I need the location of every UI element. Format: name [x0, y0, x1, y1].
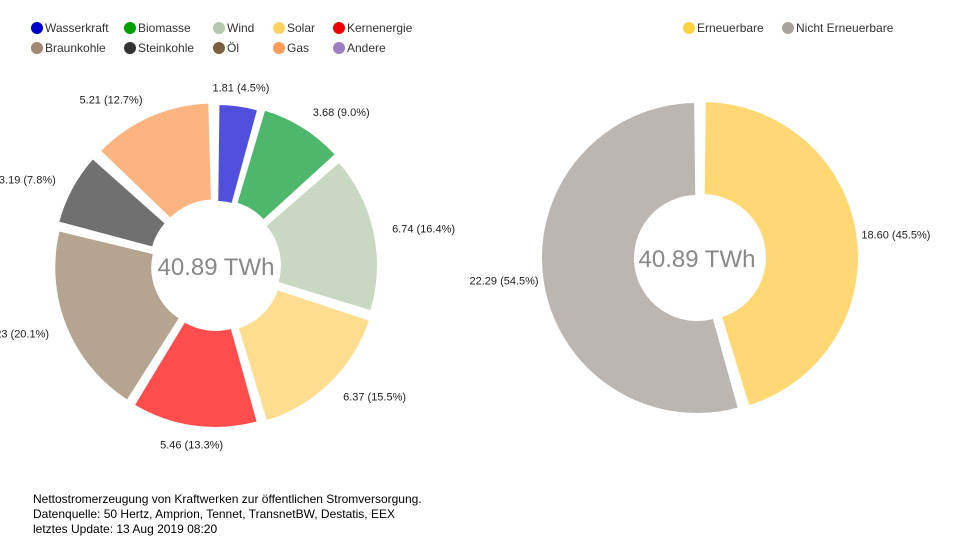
footer-source-note: Nettostromerzeugung von Kraftwerken zur …	[33, 492, 422, 537]
legend-label: Wind	[227, 21, 255, 35]
slice-solar[interactable]	[236, 287, 372, 423]
legend-item-biomasse[interactable]: Biomasse	[124, 18, 191, 38]
slice-wasserkraft[interactable]	[216, 103, 260, 206]
slice-erneuerbare[interactable]	[702, 100, 860, 408]
legend-item-andere[interactable]: Andere	[333, 38, 386, 58]
legend-swatch	[213, 22, 225, 34]
legend-label: Nicht Erneuerbare	[796, 21, 894, 35]
legend-item-oel[interactable]: Öl	[213, 38, 239, 58]
legend-swatch	[124, 42, 136, 54]
legend-energy-sources: Wasserkraft Biomasse Wind Solar Kernener…	[0, 0, 977, 60]
legend-item-gas[interactable]: Gas	[273, 38, 309, 58]
legend-swatch	[124, 22, 136, 34]
slice-nicht-erneuerbare[interactable]	[540, 100, 741, 415]
legend-item-erneuerbare[interactable]: Erneuerbare	[683, 18, 764, 38]
legend-label: Kernenergie	[347, 21, 413, 35]
legend-item-solar[interactable]: Solar	[273, 18, 315, 38]
legend-swatch	[782, 22, 794, 34]
legend-label: Biomasse	[138, 21, 191, 35]
data-label-kernenergie: 5.46 (13.3%)	[160, 439, 223, 451]
data-label-erneuerbare: 18.60 (45.5%)	[861, 230, 930, 242]
footer-description: Nettostromerzeugung von Kraftwerken zur …	[33, 492, 422, 506]
legend-swatch	[273, 22, 285, 34]
legend-item-kernenergie[interactable]: Kernenergie	[333, 18, 412, 38]
data-label-wasserkraft: 1.81 (4.5%)	[213, 83, 270, 95]
legend-swatch	[213, 42, 225, 54]
data-label-steinkohle: 3.19 (7.8%)	[0, 175, 56, 187]
legend-swatch	[333, 22, 345, 34]
slice-steinkohle[interactable]	[56, 156, 168, 249]
slice-oel[interactable]	[98, 156, 174, 227]
data-label-nicht-erneuerbare: 22.29 (54.5%)	[469, 276, 538, 288]
slice-biomasse[interactable]	[235, 108, 338, 222]
footer-last-update: letztes Update: 13 Aug 2019 08:20	[33, 522, 218, 536]
legend-label: Öl	[227, 41, 239, 55]
legend-label: Gas	[287, 41, 310, 55]
legend-swatch	[333, 42, 345, 54]
legend-item-steinkohle[interactable]: Steinkohle	[124, 38, 194, 58]
legend-swatch	[273, 42, 285, 54]
data-label-gas: 5.21 (12.7%)	[80, 94, 143, 106]
legend-renewables: Erneuerbare Nicht Erneuerbare	[0, 0, 977, 40]
legend-label: Braunkohle	[45, 41, 106, 55]
legend-swatch	[31, 42, 43, 54]
legend-swatch	[683, 22, 695, 34]
footer-data-source: Datenquelle: 50 Hertz, Amprion, Tennet, …	[33, 507, 395, 521]
data-label-braunkohle: 8.23 (20.1%)	[0, 328, 49, 340]
slice-gas[interactable]	[98, 101, 213, 221]
center-total-label: 40.89 TWh	[158, 254, 275, 281]
legend-item-braunkohle[interactable]: Braunkohle	[31, 38, 106, 58]
data-label-wind: 6.74 (16.4%)	[392, 224, 455, 236]
legend-label: Solar	[287, 21, 316, 35]
legend-item-nicht-erneuerbare[interactable]: Nicht Erneuerbare	[782, 18, 893, 38]
slice-wind[interactable]	[263, 160, 379, 313]
legend-label: Steinkohle	[138, 41, 195, 55]
legend-label: Andere	[347, 41, 386, 55]
slice-kernenergie[interactable]	[132, 319, 260, 429]
legend-swatch	[31, 22, 43, 34]
data-label-solar: 6.37 (15.5%)	[343, 391, 406, 403]
legend-label: Wasserkraft	[45, 21, 109, 35]
data-label-biomasse: 3.68 (9.0%)	[313, 107, 370, 119]
legend-item-wasserkraft[interactable]: Wasserkraft	[31, 18, 109, 38]
legend-item-wind[interactable]: Wind	[213, 18, 254, 38]
slice-andere[interactable]	[213, 106, 217, 208]
legend-label: Erneuerbare	[697, 21, 764, 35]
center-total-label: 40.89 TWh	[639, 246, 756, 273]
slice-braunkohle[interactable]	[53, 229, 182, 403]
